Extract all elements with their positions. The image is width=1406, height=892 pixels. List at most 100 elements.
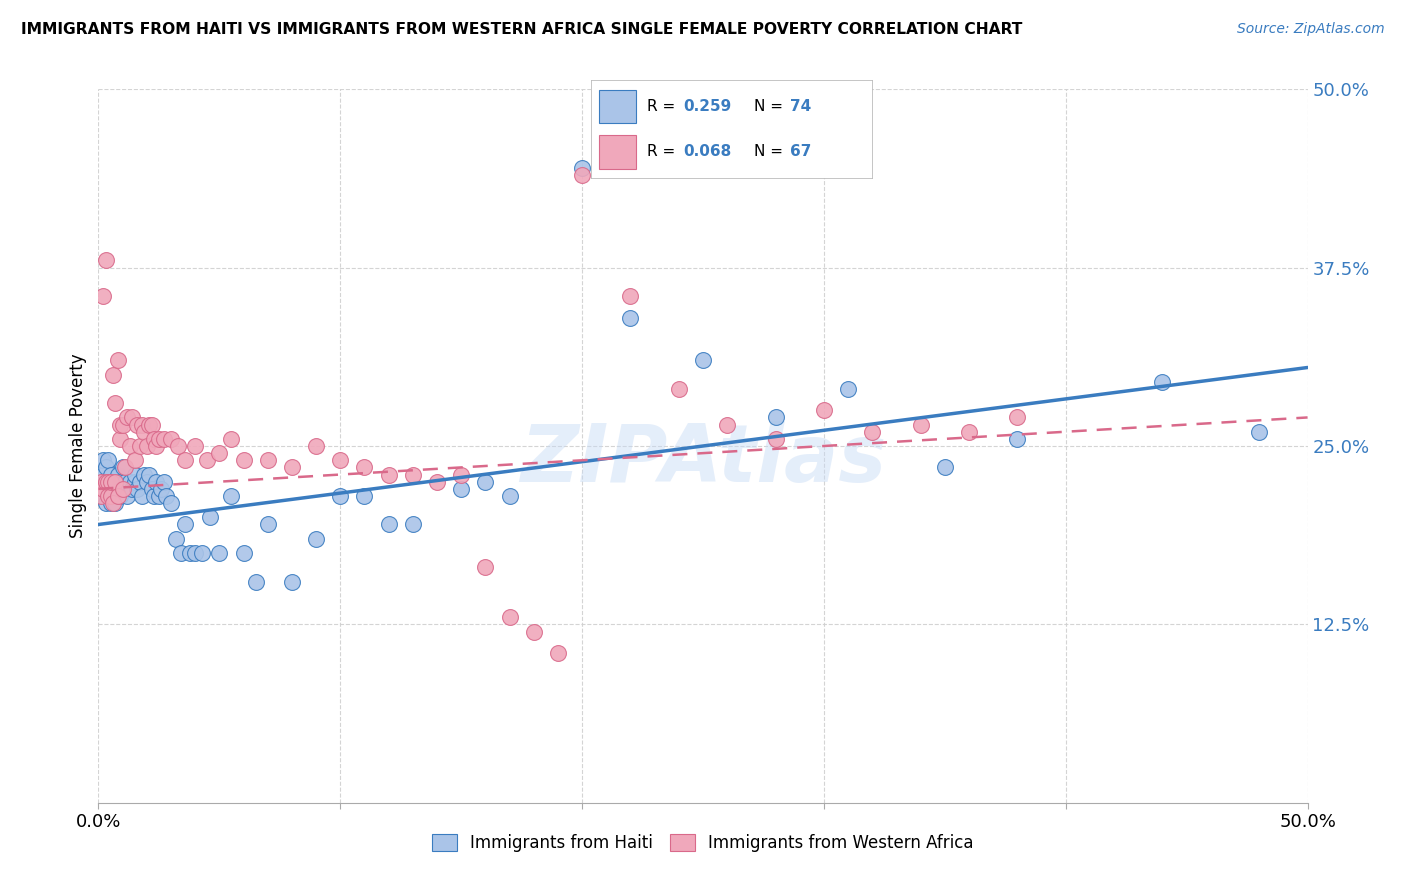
Point xyxy=(135,439,157,453)
Point xyxy=(167,439,190,453)
Point xyxy=(813,403,835,417)
Point xyxy=(121,482,143,496)
Point xyxy=(117,410,139,425)
Point xyxy=(97,475,120,489)
Point xyxy=(114,475,136,489)
Point xyxy=(305,532,328,546)
Point xyxy=(353,460,375,475)
Point xyxy=(118,475,141,489)
Point xyxy=(1007,410,1029,425)
Point xyxy=(121,410,143,425)
Point xyxy=(174,453,197,467)
Point xyxy=(148,432,170,446)
Point xyxy=(160,496,183,510)
Point xyxy=(174,517,197,532)
Point xyxy=(100,482,122,496)
Text: 0.259: 0.259 xyxy=(683,99,731,114)
Point xyxy=(91,482,114,496)
Point xyxy=(134,467,156,482)
Point xyxy=(90,475,112,489)
Point xyxy=(498,610,520,624)
Point xyxy=(101,475,124,489)
Point xyxy=(165,532,187,546)
Point xyxy=(94,253,117,268)
Point xyxy=(221,489,243,503)
Point xyxy=(329,453,352,467)
Point xyxy=(90,489,112,503)
Point xyxy=(131,417,153,432)
Point xyxy=(124,475,146,489)
Point xyxy=(108,475,131,489)
Point xyxy=(97,489,120,503)
Point xyxy=(426,475,449,489)
Point xyxy=(716,417,738,432)
Point xyxy=(143,432,166,446)
Point xyxy=(101,368,124,382)
Point xyxy=(184,439,207,453)
Point xyxy=(145,475,167,489)
Point xyxy=(245,574,267,589)
Point xyxy=(934,460,956,475)
Point xyxy=(1152,375,1174,389)
Point xyxy=(128,439,150,453)
Point xyxy=(450,467,472,482)
Point xyxy=(111,482,134,496)
Point xyxy=(256,453,278,467)
Point xyxy=(101,489,124,503)
Point xyxy=(191,546,214,560)
Point xyxy=(145,439,167,453)
Text: ZIPAtlas: ZIPAtlas xyxy=(520,421,886,500)
Point xyxy=(141,482,163,496)
Point xyxy=(107,353,129,368)
Point xyxy=(957,425,980,439)
Point xyxy=(90,489,112,503)
Point xyxy=(94,460,117,475)
Point xyxy=(910,417,932,432)
Point xyxy=(111,417,134,432)
Point xyxy=(107,467,129,482)
Text: N =: N = xyxy=(754,145,787,160)
Point xyxy=(138,417,160,432)
Point xyxy=(143,489,166,503)
Point xyxy=(668,382,690,396)
FancyBboxPatch shape xyxy=(599,90,636,123)
Point xyxy=(498,489,520,503)
Point xyxy=(141,417,163,432)
Point xyxy=(104,496,127,510)
Point xyxy=(104,475,127,489)
Point xyxy=(571,168,593,182)
Point xyxy=(97,453,120,467)
Point xyxy=(100,467,122,482)
Point xyxy=(94,496,117,510)
Point xyxy=(619,310,641,325)
Text: 74: 74 xyxy=(790,99,811,114)
Point xyxy=(135,475,157,489)
Point xyxy=(1249,425,1271,439)
Point xyxy=(353,489,375,503)
Point xyxy=(91,453,114,467)
Point xyxy=(117,489,139,503)
Point xyxy=(1007,432,1029,446)
Point xyxy=(152,475,174,489)
Point xyxy=(160,432,183,446)
Point xyxy=(195,453,218,467)
Legend: Immigrants from Haiti, Immigrants from Western Africa: Immigrants from Haiti, Immigrants from W… xyxy=(426,827,980,859)
Point xyxy=(152,432,174,446)
Point xyxy=(179,546,201,560)
Point xyxy=(90,475,112,489)
Point xyxy=(765,432,787,446)
Point xyxy=(571,161,593,175)
Point xyxy=(94,475,117,489)
Point xyxy=(155,489,177,503)
Point xyxy=(547,646,569,660)
Point xyxy=(208,546,231,560)
Text: 67: 67 xyxy=(790,145,811,160)
Point xyxy=(91,467,114,482)
Point xyxy=(118,439,141,453)
Point xyxy=(619,289,641,303)
Point xyxy=(107,489,129,503)
Point xyxy=(169,546,191,560)
Point xyxy=(450,482,472,496)
Point xyxy=(474,475,496,489)
Point xyxy=(860,425,883,439)
